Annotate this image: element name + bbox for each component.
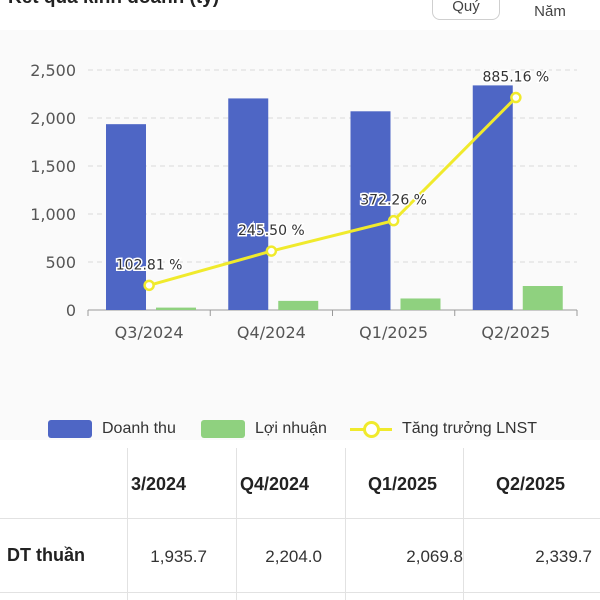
table-header-cell: Q1/2025 <box>368 474 438 494</box>
growth-point <box>265 245 278 257</box>
revenue-bar <box>228 98 269 310</box>
revenue-bar <box>350 111 391 311</box>
profit-swatch <box>201 420 245 438</box>
revenue-bar <box>106 124 146 311</box>
col-divider <box>127 448 128 600</box>
row-divider <box>0 518 600 519</box>
table-cell: 1,935.7 <box>150 547 207 566</box>
growth-data-label: 885.16 % <box>483 70 550 86</box>
legend-label-revenue: Doanh thu <box>102 420 176 437</box>
table-row-label: DT thuần <box>7 545 85 565</box>
growth-data-label: 245.50 % <box>238 223 305 239</box>
table-cell: 2,339.7 <box>535 547 592 566</box>
chart-panel: 2,500 2,000 1,500 1,000 500 0 Q3/2024 Q4/2024 Q1… <box>0 30 600 440</box>
table-cell: 2,204.0 <box>265 547 322 566</box>
col-divider <box>236 448 237 600</box>
growth-point <box>510 91 522 104</box>
legend-item-revenue[interactable]: Doanh thu <box>48 420 176 438</box>
col-divider <box>345 448 346 600</box>
growth-line <box>148 96 517 287</box>
business-results-chart: 2,500 2,000 1,500 1,000 500 0 Q3/2024 Q4/2024 Q1… <box>30 61 578 342</box>
y-tick-label: 2,000 <box>30 109 76 128</box>
x-tick-label: Q4/2024 <box>237 323 306 342</box>
year-toggle-button[interactable]: Năm <box>534 3 566 20</box>
table-header-cell: 3/2024 <box>131 474 187 494</box>
profit-bar <box>156 307 196 310</box>
growth-swatch <box>350 420 392 438</box>
y-tick-label: 0 <box>66 301 76 320</box>
x-tick-label: Q2/2025 <box>481 323 550 342</box>
y-tick-label: 1,000 <box>30 205 76 224</box>
col-divider <box>463 448 464 600</box>
revenue-swatch <box>48 420 92 438</box>
growth-data-label: 102.81 % <box>116 257 183 273</box>
x-tick-label: Q1/2025 <box>359 323 428 342</box>
growth-data-label: 372.26 % <box>360 193 427 209</box>
x-tick-label: Q3/2024 <box>115 323 184 342</box>
section-title: Kết quả kinh doanh (tỷ) <box>8 0 219 9</box>
profit-bar <box>522 286 563 310</box>
quarter-toggle-button[interactable]: Quý <box>432 0 500 20</box>
legend-item-growth[interactable]: Tăng trưởng LNST <box>350 420 537 438</box>
profit-bar <box>278 300 319 310</box>
y-tick-label: 2,500 <box>30 61 76 80</box>
legend-label-growth: Tăng trưởng LNST <box>402 420 538 437</box>
legend-label-profit: Lợi nhuận <box>255 420 327 437</box>
table-cell: 2,069.8 <box>406 547 463 566</box>
y-tick-label: 500 <box>45 253 76 272</box>
table-header-cell: Q4/2024 <box>240 474 310 494</box>
chart-header: Kết quả kinh doanh (tỷ) Quý Năm <box>0 0 600 26</box>
growth-point <box>387 214 400 227</box>
table-header-cell: Q2/2025 <box>496 474 566 494</box>
chart-legend: Doanh thu Lợi nhuận Tăng trưởng LNST <box>0 420 600 450</box>
results-table: 3/2024 Q4/2024 Q1/2025 Q2/2025 DT thuần … <box>0 448 600 600</box>
profit-bar <box>400 298 441 310</box>
legend-item-profit[interactable]: Lợi nhuận <box>201 420 327 438</box>
row-divider <box>0 592 600 593</box>
growth-point <box>143 279 155 292</box>
y-tick-label: 1,500 <box>30 157 76 176</box>
